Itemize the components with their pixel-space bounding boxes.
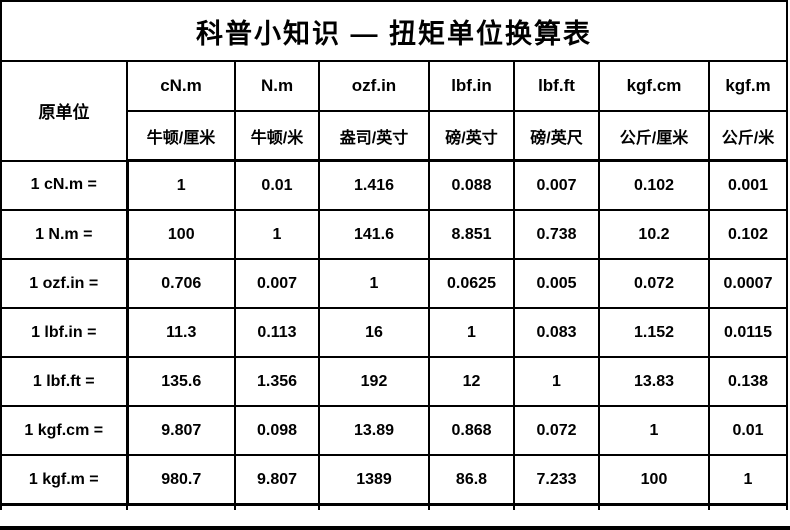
table-row: 1 lbf.ft = 135.6 1.356 192 12 1 13.83 0.… <box>0 356 789 407</box>
value-cell: 0.738 <box>513 209 600 260</box>
value-cell: 0.072 <box>598 258 710 309</box>
value-cell: 0.083 <box>513 307 600 358</box>
table-row: 1 N.m = 100 1 141.6 8.851 0.738 10.2 0.1… <box>0 209 789 260</box>
header-row-symbols: 原单位 cN.m N.m ozf.in lbf.in lbf.ft kgf.cm… <box>0 60 789 162</box>
value-cell: 16 <box>318 307 430 358</box>
cutoff-row <box>0 503 789 510</box>
col-header-chinese: 公斤/厘米 <box>598 110 710 162</box>
col-header-symbol: kgf.m <box>707 60 789 112</box>
value-cell: 1 <box>126 159 236 211</box>
value-cell: 1 <box>428 307 515 358</box>
value-cell: 9.807 <box>234 454 320 506</box>
value-cell: 980.7 <box>126 454 236 506</box>
value-cell: 0.01 <box>234 159 320 211</box>
value-cell: 0.0115 <box>707 307 789 358</box>
col-header-symbol: kgf.cm <box>598 60 710 112</box>
value-cell: 13.83 <box>598 356 710 407</box>
value-cell: 0.072 <box>513 405 600 456</box>
value-cell: 0.088 <box>428 159 515 211</box>
page-title: 科普小知识 — 扭矩单位换算表 <box>0 0 789 62</box>
value-cell: 1.356 <box>234 356 320 407</box>
col-header-symbol: lbf.ft <box>513 60 600 112</box>
value-cell: 0.0007 <box>707 258 789 309</box>
value-cell: 1 <box>707 454 789 506</box>
row-label: 1 kgf.cm = <box>0 405 129 456</box>
table-row: 1 cN.m = 1 0.01 1.416 0.088 0.007 0.102 … <box>0 159 789 211</box>
col-header-chinese: 牛顿/厘米 <box>126 110 236 162</box>
value-cell: 12 <box>428 356 515 407</box>
table-row: 1 kgf.cm = 9.807 0.098 13.89 0.868 0.072… <box>0 405 789 456</box>
value-cell: 1.416 <box>318 159 430 211</box>
row-label: 1 ozf.in = <box>0 258 129 309</box>
col-header-symbol: N.m <box>234 60 320 112</box>
table-row: 1 ozf.in = 0.706 0.007 1 0.0625 0.005 0.… <box>0 258 789 309</box>
value-cell: 9.807 <box>126 405 236 456</box>
origin-unit-header: 原单位 <box>0 60 128 162</box>
value-cell: 0.01 <box>707 405 789 456</box>
torque-conversion-table: 科普小知识 — 扭矩单位换算表 原单位 cN.m N.m ozf.in lbf.… <box>0 0 789 510</box>
value-cell: 1389 <box>318 454 430 506</box>
value-cell: 1.152 <box>598 307 710 358</box>
row-label: 1 lbf.in = <box>0 307 129 358</box>
col-header-chinese: 磅/英尺 <box>513 110 600 162</box>
value-cell: 7.233 <box>513 454 600 506</box>
col-header-chinese: 盎司/英寸 <box>318 110 430 162</box>
value-cell: 0.102 <box>598 159 710 211</box>
value-cell: 0.113 <box>234 307 320 358</box>
value-cell: 100 <box>126 209 236 260</box>
header-row-chinese: 牛顿/厘米 牛顿/米 盎司/英寸 磅/英寸 磅/英尺 公斤/厘米 公斤/米 <box>1 110 789 162</box>
col-header-chinese: 公斤/米 <box>707 110 789 162</box>
row-label: 1 lbf.ft = <box>0 356 129 407</box>
value-cell: 1 <box>318 258 430 309</box>
value-cell: 141.6 <box>318 209 430 260</box>
value-cell: 0.007 <box>513 159 600 211</box>
value-cell: 11.3 <box>126 307 236 358</box>
table-row: 1 kgf.m = 980.7 9.807 1389 86.8 7.233 10… <box>0 454 789 506</box>
row-label: 1 cN.m = <box>0 159 129 211</box>
value-cell: 0.706 <box>126 258 236 309</box>
title-row: 科普小知识 — 扭矩单位换算表 <box>0 0 789 62</box>
table-row: 1 lbf.in = 11.3 0.113 16 1 0.083 1.152 0… <box>0 307 789 358</box>
bottom-edge-line <box>0 526 790 530</box>
value-cell: 192 <box>318 356 430 407</box>
value-cell: 10.2 <box>598 209 710 260</box>
value-cell: 0.102 <box>707 209 789 260</box>
value-cell: 0.001 <box>707 159 789 211</box>
value-cell: 8.851 <box>428 209 515 260</box>
value-cell: 100 <box>598 454 710 506</box>
row-label: 1 N.m = <box>0 209 129 260</box>
value-cell: 0.0625 <box>428 258 515 309</box>
value-cell: 135.6 <box>126 356 236 407</box>
value-cell: 1 <box>598 405 710 456</box>
col-header-symbol: lbf.in <box>428 60 515 112</box>
value-cell: 86.8 <box>428 454 515 506</box>
col-header-chinese: 磅/英寸 <box>428 110 515 162</box>
value-cell: 0.868 <box>428 405 515 456</box>
value-cell: 0.005 <box>513 258 600 309</box>
row-label: 1 kgf.m = <box>0 454 129 506</box>
value-cell: 0.098 <box>234 405 320 456</box>
col-header-symbol: cN.m <box>126 60 236 112</box>
col-header-chinese: 牛顿/米 <box>234 110 320 162</box>
value-cell: 1 <box>234 209 320 260</box>
col-header-symbol: ozf.in <box>318 60 430 112</box>
value-cell: 0.138 <box>707 356 789 407</box>
value-cell: 0.007 <box>234 258 320 309</box>
value-cell: 13.89 <box>318 405 430 456</box>
value-cell: 1 <box>513 356 600 407</box>
